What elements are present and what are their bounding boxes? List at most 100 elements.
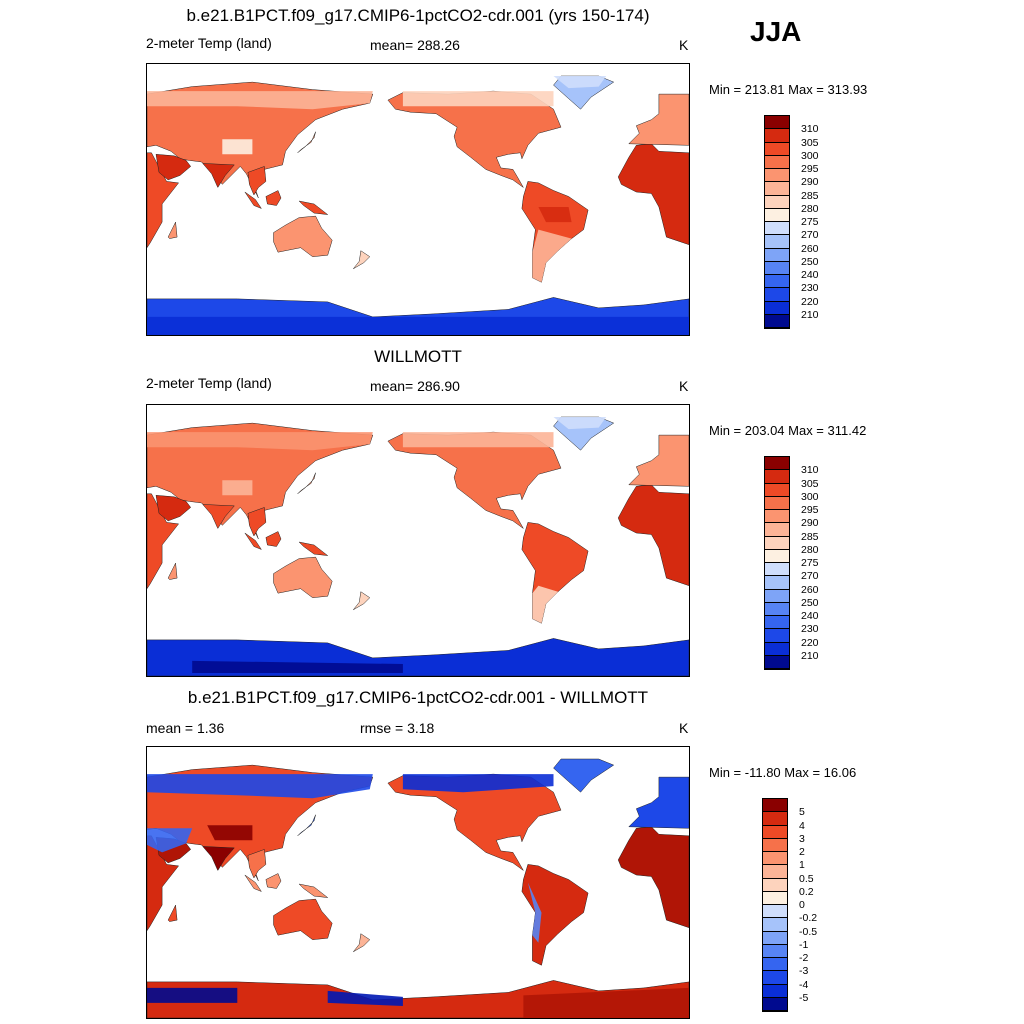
land-region-nz — [353, 250, 371, 270]
land-region-japan — [297, 472, 316, 494]
colorbar-tick-label: 240 — [801, 269, 819, 281]
land-region-india — [202, 163, 235, 189]
colorbar-tick-label: -0.5 — [799, 925, 818, 938]
colorbar-tick-label: -3 — [799, 965, 809, 978]
colorbar-box — [765, 589, 789, 603]
land-region-greenland — [553, 758, 615, 793]
colorbar-tick-label: 300 — [801, 490, 819, 503]
land-region-seasia — [247, 849, 267, 879]
colorbar-tick-label: -5 — [799, 991, 809, 1004]
colorbar-tick-label: 220 — [801, 295, 819, 308]
shading-zone — [532, 229, 572, 283]
land-region-southamerica — [521, 522, 589, 624]
colorbar-box — [765, 496, 789, 510]
colorbar-box — [763, 825, 787, 839]
land-region-westafrica — [617, 143, 689, 245]
shading-zone — [553, 417, 607, 430]
panel-2-map — [146, 404, 690, 677]
colorbar-tick-label: 250 — [801, 596, 819, 609]
panel-3-mean-label: mean = 1.36 — [146, 720, 225, 736]
panel-1-title: b.e21.B1PCT.f09_g17.CMIP6-1pctCO2-cdr.00… — [186, 6, 650, 25]
colorbar-tick-label: 310 — [801, 123, 819, 136]
colorbar-box — [765, 616, 789, 630]
land-region-westafrica — [617, 826, 689, 928]
colorbar-tick-label: 285 — [801, 530, 819, 543]
colorbar-tick-label: 305 — [801, 136, 819, 149]
colorbar-tick-label: 220 — [801, 636, 819, 649]
panel-3-title: b.e21.B1PCT.f09_g17.CMIP6-1pctCO2-cdr.00… — [187, 688, 649, 707]
land-region-europe — [628, 776, 689, 829]
colorbar-box — [763, 878, 787, 892]
colorbar-box — [765, 523, 789, 537]
colorbar-box — [763, 958, 787, 972]
land-region-madagascar — [167, 221, 178, 239]
land-region-nz — [353, 591, 371, 611]
colorbar-box — [763, 891, 787, 905]
colorbar-tick-label: 210 — [801, 308, 819, 321]
colorbar-tick-label: 280 — [801, 543, 819, 556]
land-region-india — [202, 504, 235, 530]
land-region-sumatra — [244, 191, 263, 210]
land-region-borneo — [265, 190, 282, 206]
panel-2-mean-label: mean= 286.90 — [370, 378, 460, 394]
colorbar-box — [763, 812, 787, 826]
colorbar-tick-label: 4 — [799, 819, 805, 832]
colorbar-box — [763, 931, 787, 945]
panel-1-range: Min = 213.81 Max = 313.93 — [709, 82, 868, 97]
panel-3-rmse-label: rmse = 3.18 — [360, 720, 435, 736]
colorbar-tick-label: 275 — [801, 216, 819, 228]
colorbar-box — [763, 984, 787, 998]
colorbar-tick-label: 250 — [801, 255, 819, 268]
colorbar-box — [765, 655, 789, 669]
land-region-japan — [297, 131, 316, 153]
colorbar-tick-label: 0.2 — [799, 885, 814, 898]
colorbar-box — [765, 510, 789, 524]
colorbar-tick-label: 2 — [799, 846, 805, 858]
land-region-australia — [273, 556, 333, 598]
land-region-australia — [273, 215, 333, 257]
colorbar-box — [763, 905, 787, 919]
colorbar-box — [765, 182, 789, 196]
shading-zone — [538, 207, 572, 223]
land-region-africa — [147, 493, 180, 590]
shading-zone — [147, 91, 373, 110]
land-region-sumatra — [244, 532, 263, 551]
colorbar-tick-label: 310 — [801, 464, 819, 477]
shading-zone — [147, 774, 373, 799]
land-region-newguinea — [298, 883, 329, 898]
panel-1-map — [146, 63, 690, 336]
land-region-europe — [628, 434, 689, 487]
shading-zone — [402, 432, 554, 448]
colorbar-box — [765, 169, 789, 183]
land-region-newguinea — [298, 200, 329, 215]
land-region-seasia — [247, 166, 267, 196]
shading-zone — [532, 585, 558, 624]
colorbar-tick-label: -1 — [799, 938, 809, 951]
panel-1-variable-label: 2-meter Temp (land) — [146, 35, 272, 51]
colorbar-tick-label: 270 — [801, 229, 819, 242]
land-region-europe — [628, 93, 689, 146]
shading-zone — [327, 990, 403, 1006]
shading-zone — [402, 91, 554, 107]
land-region-nz — [353, 933, 371, 953]
colorbar-tick-label: 270 — [801, 570, 819, 583]
colorbar-tick-label: -4 — [799, 978, 809, 991]
land-region-borneo — [265, 531, 282, 547]
colorbar-tick-label: 0.5 — [799, 872, 814, 885]
colorbar-tick-label: 285 — [801, 189, 819, 202]
colorbar-tick-label: 210 — [801, 649, 819, 662]
panel-2-units: K — [679, 378, 689, 394]
colorbar-tick-label: -0.2 — [799, 912, 818, 925]
land-region-southamerica — [521, 864, 589, 966]
colorbar-box — [765, 129, 789, 143]
colorbar-box — [765, 208, 789, 222]
colorbar-tick-label: 1 — [799, 859, 805, 872]
panel-2-title: WILLMOTT — [374, 347, 462, 366]
shading-zone — [147, 987, 238, 1003]
shading-zone — [147, 432, 373, 451]
shading-zone — [147, 828, 193, 853]
shading-zone — [402, 774, 554, 793]
land-region-madagascar — [167, 904, 178, 922]
panel-2-range: Min = 203.04 Max = 311.42 — [709, 423, 867, 438]
colorbar-box — [765, 248, 789, 262]
